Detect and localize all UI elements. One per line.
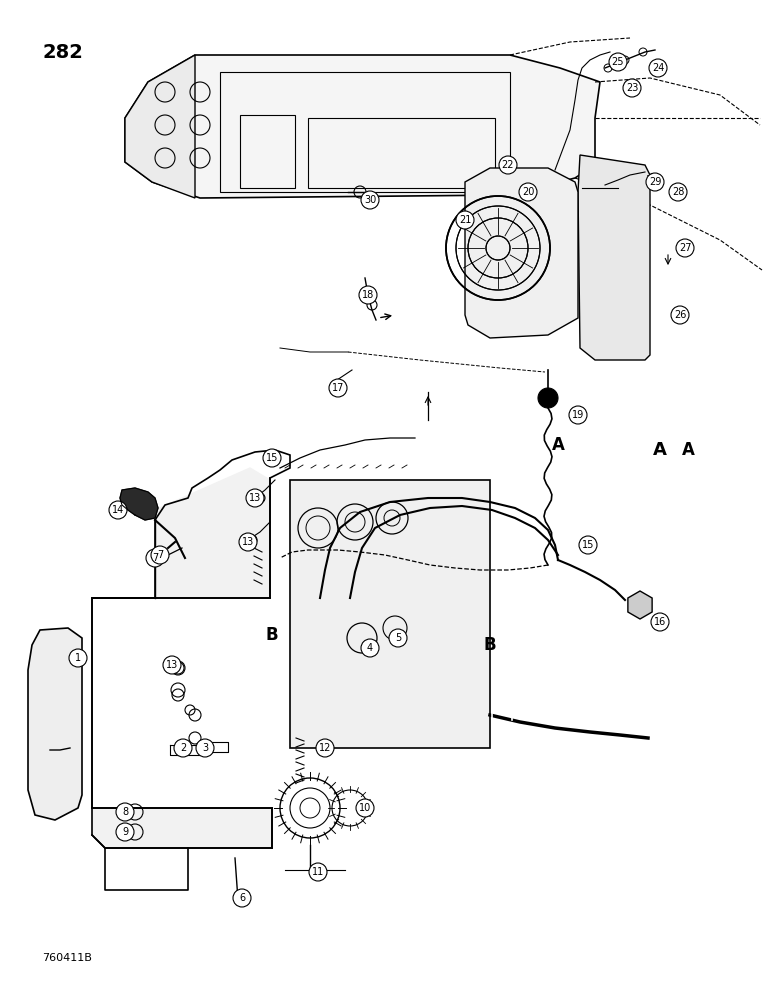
Text: 15: 15 (582, 540, 594, 550)
Circle shape (651, 613, 669, 631)
Polygon shape (28, 628, 82, 820)
Circle shape (356, 799, 374, 817)
Circle shape (361, 639, 379, 657)
Text: 2: 2 (180, 743, 186, 753)
Circle shape (316, 739, 334, 757)
Text: 13: 13 (166, 660, 178, 670)
Text: 760411B: 760411B (42, 953, 92, 963)
Text: 15: 15 (266, 453, 278, 463)
Polygon shape (465, 168, 578, 338)
Polygon shape (120, 488, 158, 520)
Text: 18: 18 (362, 290, 374, 300)
Polygon shape (125, 55, 600, 198)
Circle shape (359, 286, 377, 304)
Text: 1: 1 (75, 653, 81, 663)
Text: 25: 25 (611, 57, 625, 67)
Circle shape (116, 823, 134, 841)
Circle shape (456, 211, 474, 229)
Text: 13: 13 (242, 537, 254, 547)
Circle shape (116, 803, 134, 821)
Circle shape (239, 533, 257, 551)
Text: 22: 22 (502, 160, 514, 170)
Text: A: A (682, 441, 695, 459)
Circle shape (499, 156, 517, 174)
Circle shape (538, 388, 558, 408)
Circle shape (609, 53, 627, 71)
Circle shape (623, 79, 641, 97)
Text: 11: 11 (312, 867, 324, 877)
Circle shape (174, 739, 192, 757)
Circle shape (233, 889, 251, 907)
Text: 282: 282 (42, 42, 83, 62)
Circle shape (389, 629, 407, 647)
Circle shape (309, 863, 327, 881)
Polygon shape (125, 55, 195, 198)
Circle shape (569, 406, 587, 424)
Circle shape (329, 379, 347, 397)
Circle shape (519, 183, 537, 201)
Circle shape (579, 536, 597, 554)
Circle shape (109, 501, 127, 519)
Text: 6: 6 (239, 893, 245, 903)
Text: A: A (653, 441, 667, 459)
Text: 10: 10 (359, 803, 371, 813)
Text: 29: 29 (648, 177, 661, 187)
Text: B: B (484, 636, 496, 654)
Circle shape (361, 191, 379, 209)
Text: 28: 28 (672, 187, 684, 197)
Text: 21: 21 (459, 215, 471, 225)
Polygon shape (92, 468, 272, 848)
Text: 27: 27 (679, 243, 691, 253)
Circle shape (146, 549, 164, 567)
Circle shape (649, 59, 667, 77)
Polygon shape (628, 591, 652, 619)
Text: 23: 23 (626, 83, 638, 93)
Polygon shape (578, 155, 650, 360)
Circle shape (671, 306, 689, 324)
Text: 14: 14 (112, 505, 124, 515)
Text: 7: 7 (157, 550, 163, 560)
Text: 24: 24 (652, 63, 664, 73)
Text: 8: 8 (122, 807, 128, 817)
Text: 4: 4 (367, 643, 373, 653)
Text: 7: 7 (152, 553, 158, 563)
Text: 3: 3 (202, 743, 208, 753)
Circle shape (646, 173, 664, 191)
Text: 13: 13 (249, 493, 261, 503)
Text: 9: 9 (122, 827, 128, 837)
Circle shape (69, 649, 87, 667)
Circle shape (669, 183, 687, 201)
Text: B: B (266, 626, 279, 644)
Text: 20: 20 (522, 187, 534, 197)
Text: 17: 17 (332, 383, 344, 393)
Text: A: A (551, 436, 564, 454)
Circle shape (263, 449, 281, 467)
Polygon shape (290, 480, 490, 748)
Circle shape (246, 489, 264, 507)
Circle shape (196, 739, 214, 757)
Text: 30: 30 (364, 195, 376, 205)
Circle shape (163, 656, 181, 674)
Text: 26: 26 (674, 310, 686, 320)
Circle shape (676, 239, 694, 257)
Text: 19: 19 (572, 410, 584, 420)
Circle shape (151, 546, 169, 564)
Text: 16: 16 (654, 617, 666, 627)
Text: 12: 12 (319, 743, 331, 753)
Text: 5: 5 (394, 633, 401, 643)
